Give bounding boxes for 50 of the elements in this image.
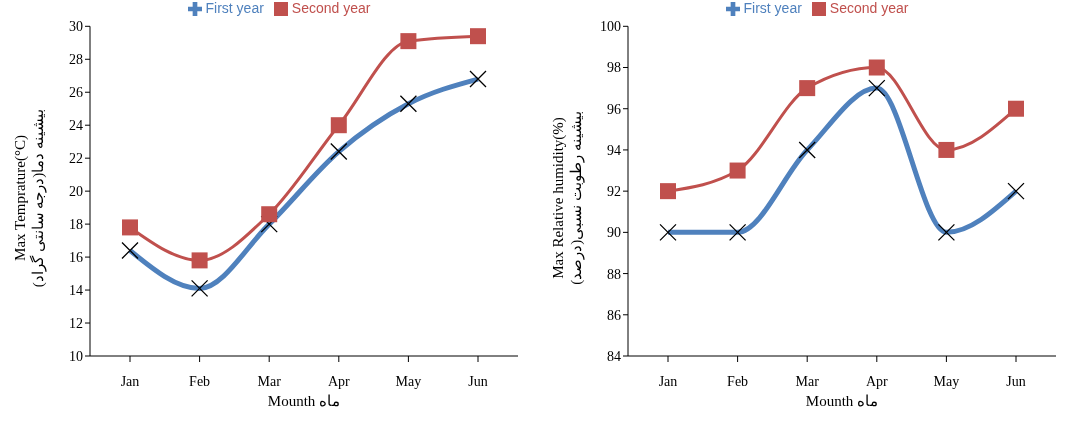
y-tick-label: 24 (69, 118, 83, 134)
x-axis-title: Mounth ماه (805, 393, 879, 409)
y-tick-label: 18 (69, 217, 83, 233)
point (191, 252, 208, 269)
y-tick-label: 20 (69, 184, 83, 200)
x-tick-label: Mar (257, 373, 282, 389)
y-tick-label: 90 (607, 225, 621, 241)
x-tick-label: Apr (327, 373, 351, 389)
point (122, 219, 138, 236)
x-axis-title: Mounth ماه (267, 393, 341, 409)
y-tick-label: 86 (607, 307, 621, 323)
x-tick-label: May (395, 373, 422, 389)
legend-label: First year (743, 0, 802, 16)
point (660, 183, 676, 200)
y-tick-label: 94 (607, 142, 621, 158)
y-tick-label: 16 (69, 250, 83, 266)
point (330, 117, 347, 134)
y-tick-label: 98 (607, 60, 621, 76)
point (729, 162, 746, 179)
point (868, 59, 885, 76)
y-tick-label: 12 (69, 316, 83, 331)
x-tick-label: May (933, 373, 960, 389)
y-tick-label: 10 (69, 348, 83, 364)
y-tick-label: 14 (69, 283, 83, 299)
point (400, 33, 417, 50)
y-tick-label: 26 (69, 85, 83, 101)
x-tick-label: Jan (120, 373, 140, 389)
y-tick-label: 30 (69, 19, 83, 35)
x-tick-label: Apr (865, 373, 889, 389)
point (1008, 100, 1024, 117)
x-tick-label: Mar (795, 373, 820, 389)
legend-label: First year (205, 0, 264, 16)
y-tick-label: 100 (600, 19, 621, 35)
x-tick-label: Feb (727, 373, 749, 389)
legend-label: Second year (829, 0, 909, 16)
y-tick-label: 22 (69, 151, 83, 167)
point (938, 141, 955, 158)
y-tick-label: 28 (69, 52, 83, 68)
x-tick-label: Feb (189, 373, 211, 389)
point (470, 28, 486, 45)
x-tick-label: Jun (1006, 373, 1026, 389)
y-tick-label: 84 (607, 348, 621, 364)
point (799, 80, 816, 97)
x-tick-label: Jan (658, 373, 678, 389)
y-tick-label: 96 (607, 101, 621, 117)
x-tick-label: Jun (468, 373, 488, 389)
y-tick-label: 88 (607, 266, 621, 282)
y-tick-label: 92 (607, 184, 621, 200)
legend-label: Second year (291, 0, 371, 16)
point (261, 206, 278, 223)
